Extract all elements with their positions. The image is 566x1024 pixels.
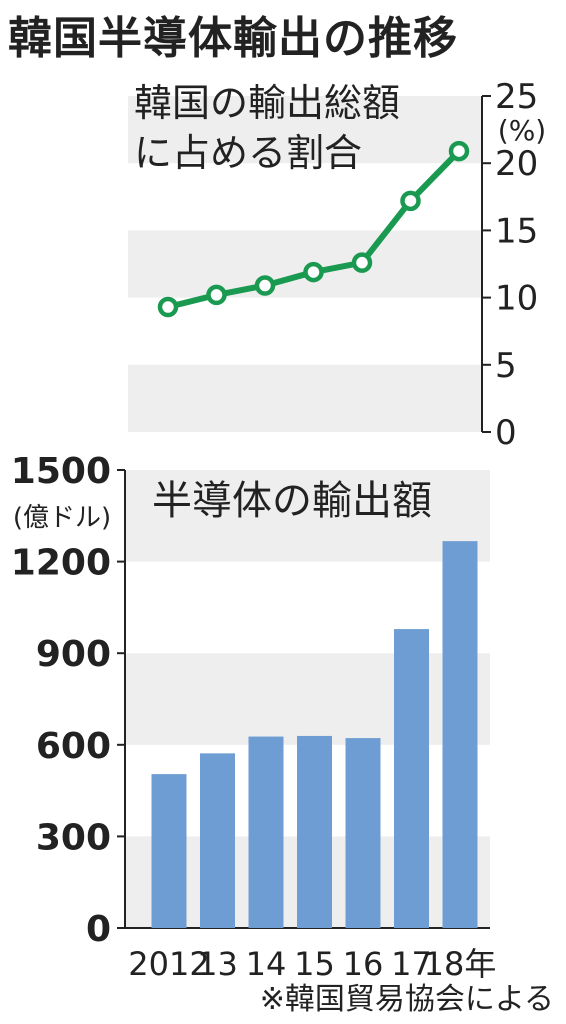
data-point [351, 252, 373, 273]
chart-title: 半導体の輸出額 [152, 478, 432, 524]
x-tick-label: 16 [343, 945, 384, 983]
y-tick-label: 600 [36, 726, 111, 767]
y-axis-unit: (億ドル) [13, 503, 111, 533]
y-tick-label: 15 [495, 211, 538, 251]
bar [394, 629, 429, 928]
data-point [448, 140, 470, 162]
bar [345, 738, 381, 928]
y-tick-label: 0 [495, 413, 517, 450]
bar [297, 735, 332, 928]
bar [442, 541, 478, 928]
grid-band [125, 470, 490, 562]
data-point [303, 261, 324, 283]
y-tick-label: 1500 [11, 451, 111, 492]
x-tick-label: 2012 [128, 945, 209, 983]
bar [200, 753, 235, 928]
grid-band [128, 96, 482, 164]
x-tick-label: 17 [391, 945, 432, 983]
y-tick-label: 5 [495, 346, 517, 386]
y-tick-label: 20 [495, 144, 538, 184]
y-axis-unit: (%) [498, 114, 546, 147]
source-note: ※韓国貿易協会による [259, 982, 554, 1017]
y-tick-label: 900 [36, 634, 111, 675]
grid-band [125, 653, 490, 745]
grid-band [128, 230, 482, 298]
data-point [400, 190, 421, 212]
grid-band [128, 364, 482, 432]
x-tick-label: 14 [246, 945, 287, 983]
y-tick-label: 10 [495, 279, 538, 319]
data-point [206, 284, 227, 306]
y-tick-label: 300 [36, 817, 111, 858]
x-tick-label: 13 [197, 945, 238, 983]
chart-title: に占める割合 [134, 131, 362, 175]
x-tick-label: 15 [294, 945, 335, 983]
y-tick-label: 0 [86, 909, 111, 950]
x-tick-label: 18年 [424, 945, 497, 983]
chart-title: 韓国の輸出総額 [134, 81, 400, 125]
bar [248, 736, 284, 928]
data-point [254, 275, 276, 296]
y-tick-label: 1200 [11, 543, 111, 584]
page-title: 韓国半導体輸出の推移 [8, 13, 458, 64]
data-point [157, 296, 179, 318]
y-tick-label: 25 [495, 77, 538, 117]
bar [151, 774, 187, 928]
